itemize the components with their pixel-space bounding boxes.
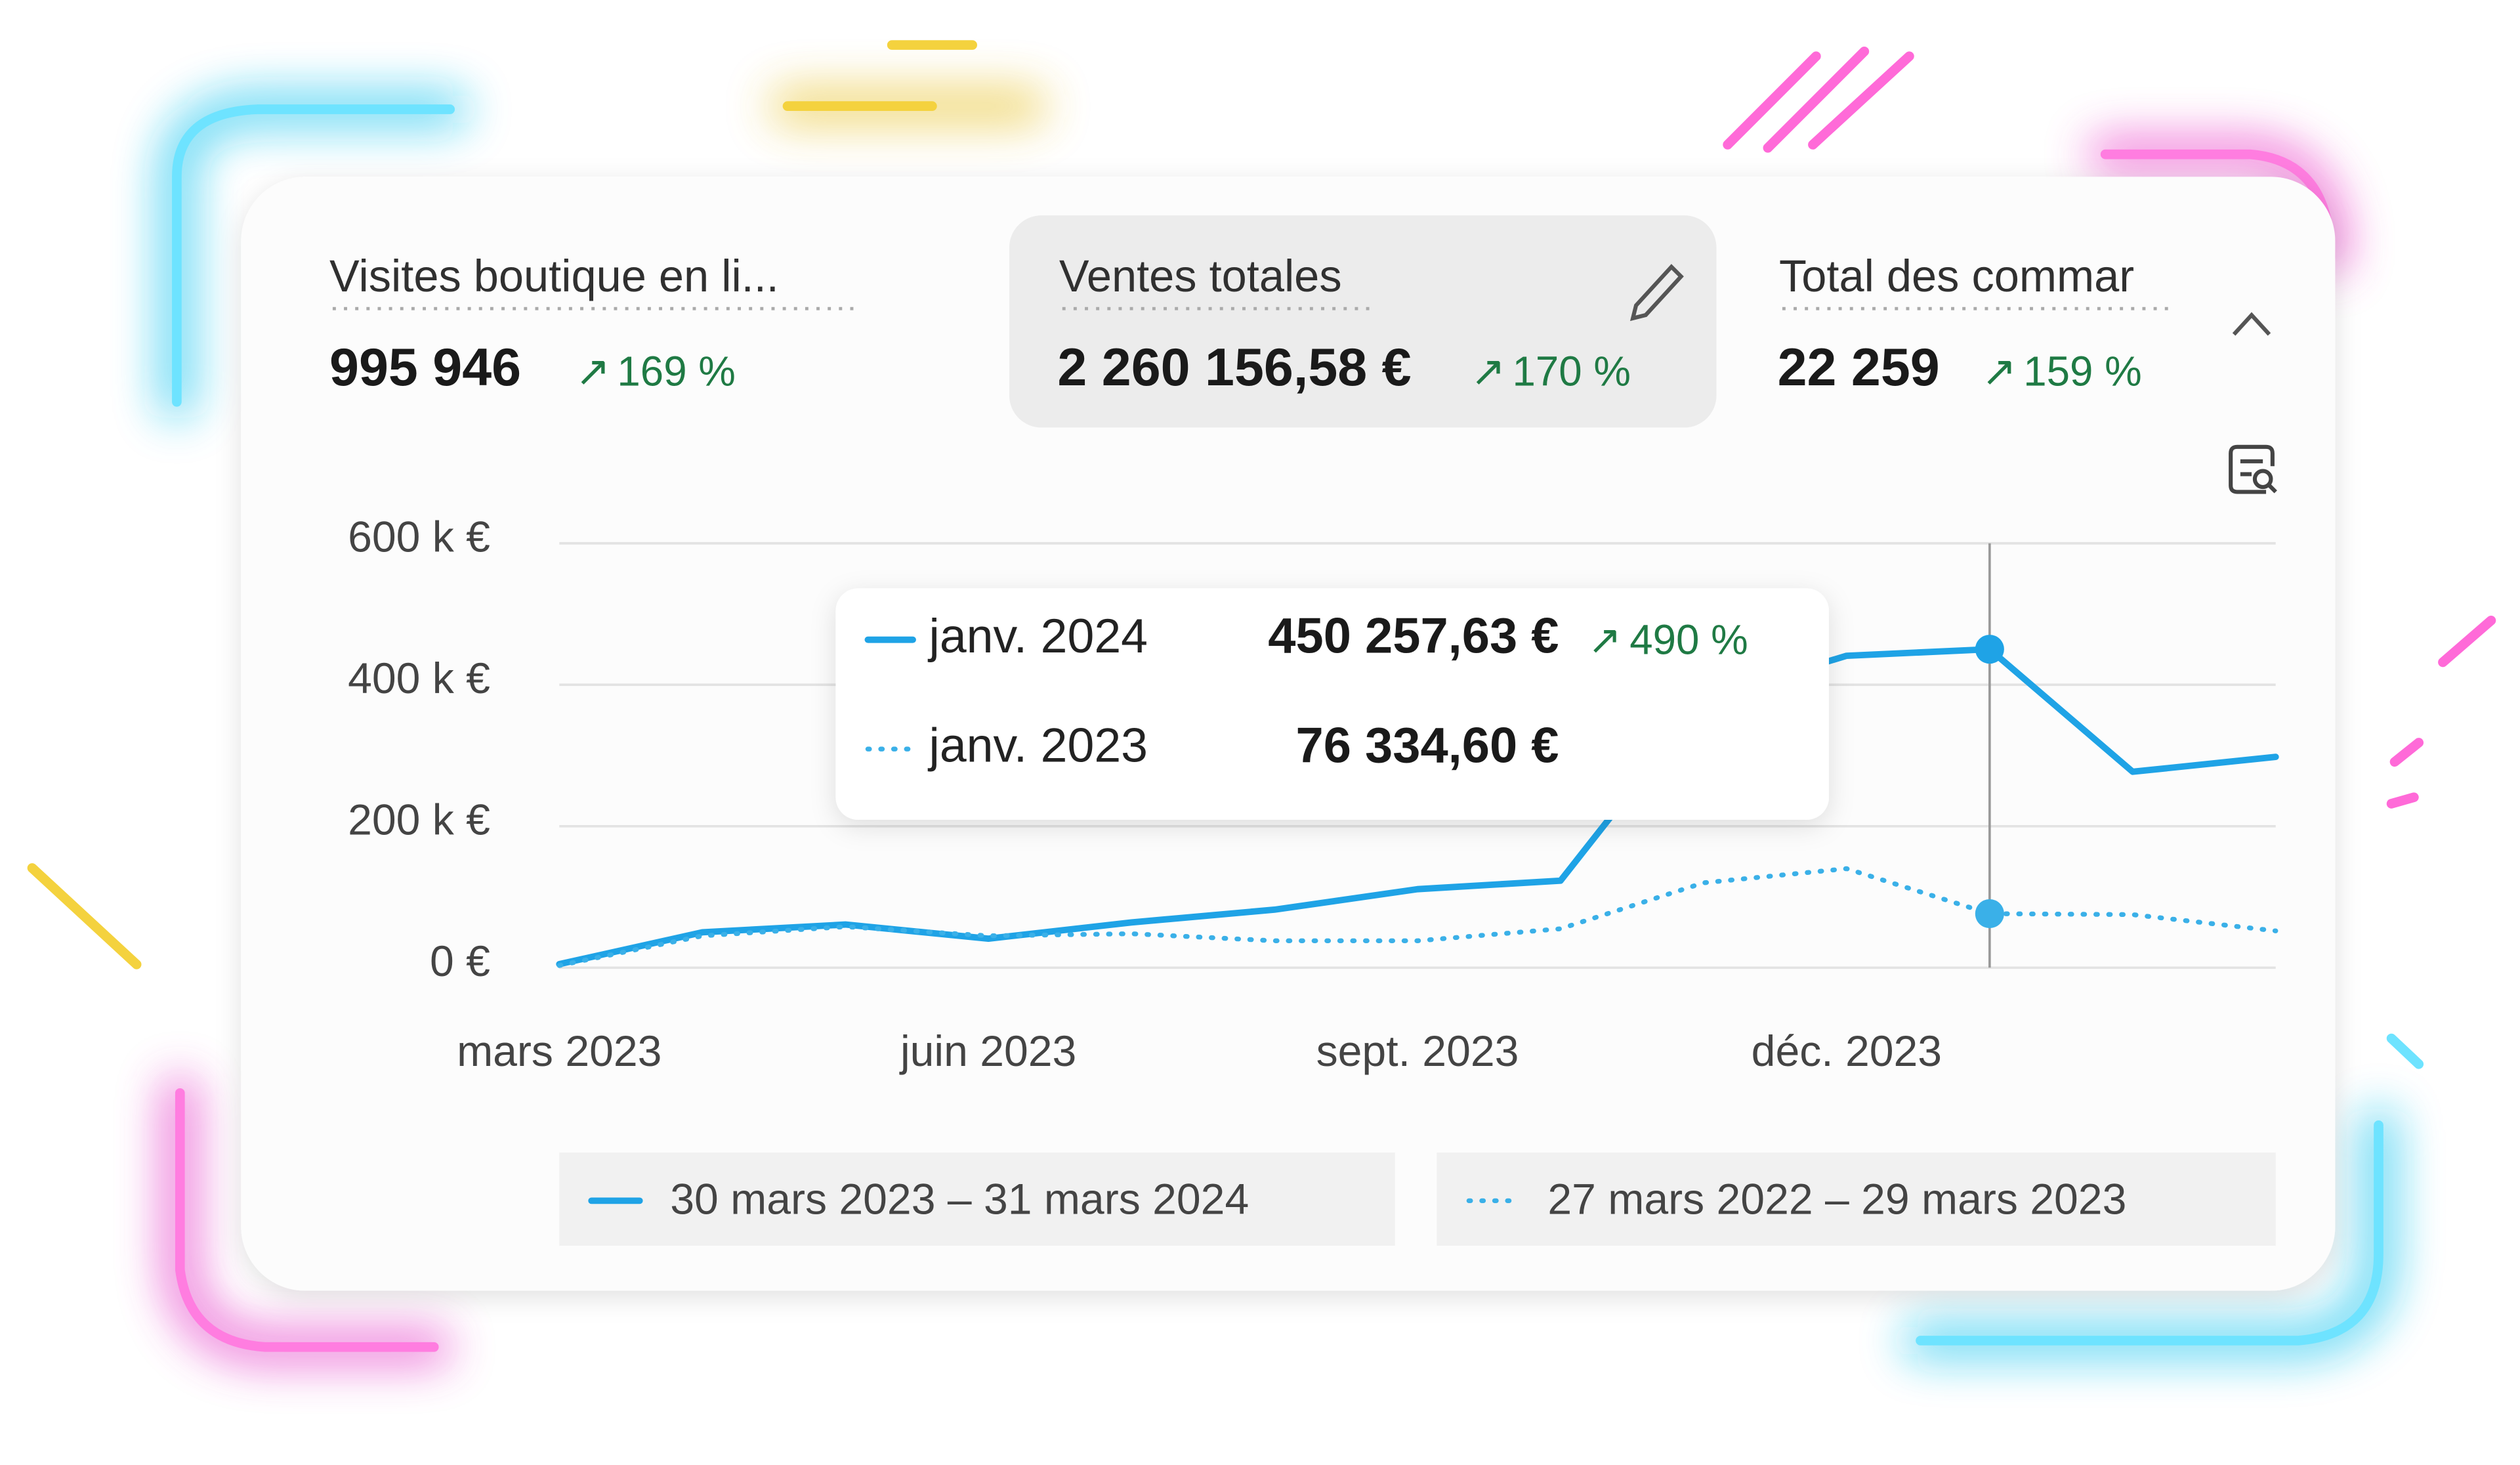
metric-3[interactable]: Total des commar 22 259 ↗ 159 % [1778,251,2174,397]
tooltip-value: 450 257,63 € [1268,608,1559,664]
hover-point [1975,635,2004,664]
metric-change: 159 % [2023,348,2141,394]
y-tick-label: 600 k € [348,513,490,561]
metric-title: Total des commar [1779,251,2134,301]
x-tick-label: déc. 2023 [1752,1027,1942,1076]
metric-2[interactable]: Ventes totales 2 260 156,58 € ↗ 170 % [1057,251,1684,397]
legend-box [1437,1152,2276,1246]
tooltip-arrow: ↗ [1588,618,1622,662]
tooltip: janv. 2024 450 257,63 € janv. 2023 76 334,6… [835,588,1829,820]
chart: 0 € 200 k € 400 k € 600 k € mars 2023 juin 20… [348,513,2279,1246]
metric-value: 2 260 156,58 € [1057,338,1411,397]
metric-arrow: ↗ [576,348,610,394]
y-tick-label: 200 k € [348,796,490,844]
hover-point [1975,899,2004,929]
series-line [556,866,2278,968]
edit-icon[interactable] [1629,264,1684,322]
metric-arrow: ↗ [1982,348,2017,394]
tooltip-box [835,588,1829,820]
metric-value: 995 946 [329,338,521,397]
metric-change: 169 % [617,348,736,394]
metric-title: Ventes totales [1059,251,1342,301]
tooltip-change: 490 % [1629,616,1748,663]
metric-1[interactable]: Visites boutique en li... 995 946 ↗ 169 … [329,251,855,397]
metric-arrow: ↗ [1471,348,1505,394]
metric-change: 170 % [1512,348,1631,394]
legend-box [559,1152,1395,1246]
selected-metric[interactable] [1009,215,1717,428]
x-tick-label: mars 2023 [457,1027,662,1076]
x-tick-label: sept. 2023 [1316,1027,1519,1076]
inspect-icon[interactable] [2229,444,2277,494]
y-tick-label: 400 k € [348,654,490,703]
tooltip-value: 76 334,60 € [1296,717,1559,773]
neon-decoration [27,40,2496,1365]
metric-value: 22 259 [1778,338,1940,397]
legend-label: 27 mars 2022 – 29 mars 2023 [1547,1175,2126,1223]
legend-label: 30 mars 2023 – 31 mars 2024 [670,1175,1249,1223]
metric-title: Visites boutique en li... [329,251,779,301]
x-tick-label: juin 2023 [899,1027,1076,1076]
legend-item[interactable]: 30 mars 2023 – 31 mars 2024 [559,1152,1395,1246]
legend-item[interactable]: 27 mars 2022 – 29 mars 2023 [1437,1152,2276,1246]
tooltip-date: janv. 2023 [928,718,1148,773]
collapse-icon[interactable] [2232,312,2271,336]
y-tick-label: 0 € [430,937,490,986]
tooltip-date: janv. 2024 [928,608,1148,663]
